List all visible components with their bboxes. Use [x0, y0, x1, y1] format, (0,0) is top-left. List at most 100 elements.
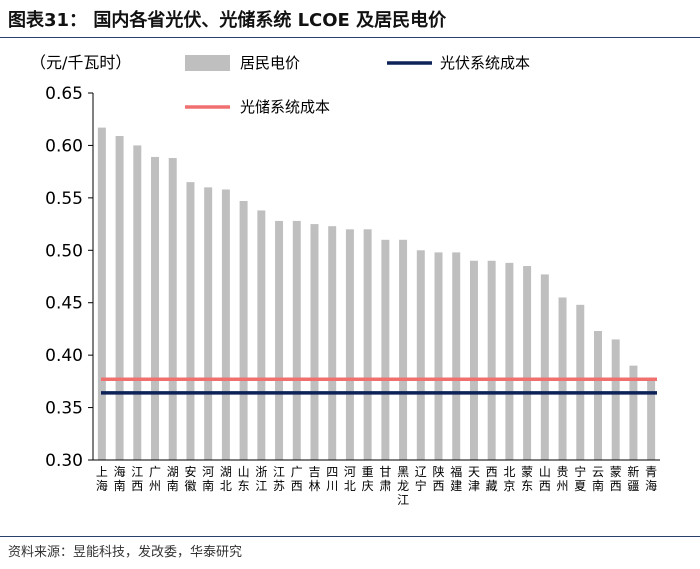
svg-text:云: 云: [592, 465, 604, 479]
svg-text:山: 山: [539, 465, 551, 479]
svg-text:广: 广: [149, 465, 161, 479]
bar: [328, 226, 337, 460]
bar: [540, 274, 549, 460]
x-tick-label: 上海: [96, 465, 108, 493]
bar: [363, 229, 372, 460]
svg-text:重: 重: [362, 465, 374, 479]
svg-text:庆: 庆: [362, 479, 374, 493]
x-tick-label: 广西: [291, 465, 303, 493]
bar: [239, 201, 248, 460]
svg-text:黑: 黑: [397, 465, 409, 479]
x-tick-label: 山东: [238, 465, 250, 493]
svg-text:林: 林: [308, 479, 320, 493]
svg-text:浙: 浙: [255, 465, 267, 479]
x-tick-label: 河南: [202, 465, 214, 493]
svg-text:河: 河: [344, 465, 356, 479]
svg-text:辽: 辽: [415, 465, 427, 479]
svg-text:蒙: 蒙: [610, 465, 622, 479]
svg-text:海: 海: [645, 478, 657, 493]
svg-text:宁: 宁: [415, 478, 427, 493]
y-tick-label: 0.40: [45, 346, 83, 366]
x-tick-label: 广州: [149, 465, 161, 493]
y-tick-label: 0.60: [45, 136, 83, 156]
source-divider: [0, 536, 700, 537]
bar: [523, 266, 532, 460]
bar: [452, 252, 461, 460]
svg-text:夏: 夏: [574, 479, 586, 493]
svg-text:江: 江: [273, 465, 285, 479]
svg-text:南: 南: [202, 478, 214, 493]
bar: [576, 304, 585, 460]
x-tick-label: 四川: [326, 465, 338, 493]
y-tick-label: 0.50: [45, 241, 83, 261]
svg-text:徽: 徽: [184, 478, 196, 493]
x-tick-label: 蒙东: [521, 465, 533, 493]
x-tick-label: 辽宁: [415, 465, 427, 493]
y-tick-label: 0.65: [45, 84, 83, 104]
x-tick-label: 福建: [450, 464, 462, 493]
svg-text:山: 山: [238, 465, 250, 479]
bar: [611, 339, 620, 460]
bar: [469, 260, 478, 460]
svg-text:安: 安: [184, 464, 196, 479]
svg-text:湖: 湖: [167, 464, 179, 479]
svg-text:疆: 疆: [627, 479, 639, 493]
y-tick-label: 0.35: [45, 399, 83, 419]
bar: [97, 127, 106, 461]
x-tick-label: 云南: [592, 465, 604, 493]
svg-text:广: 广: [291, 465, 303, 479]
svg-text:上: 上: [96, 465, 108, 479]
svg-text:北: 北: [220, 479, 232, 493]
svg-text:四: 四: [326, 465, 338, 479]
svg-text:河: 河: [202, 465, 214, 479]
x-tick-label: 江西: [131, 465, 143, 493]
svg-text:西: 西: [539, 479, 551, 493]
x-tick-label: 甘肃: [379, 465, 391, 493]
svg-text:南: 南: [114, 478, 126, 493]
y-tick-label: 0.45: [45, 294, 83, 314]
bar: [505, 262, 514, 460]
legend-label-storage-cost: 光储系统成本: [240, 98, 330, 116]
svg-text:甘: 甘: [379, 465, 391, 479]
x-tick-label: 陕西: [433, 464, 445, 493]
svg-text:苏: 苏: [273, 479, 285, 493]
legend-swatch-residential-price: [185, 55, 230, 71]
bar: [133, 145, 142, 460]
bar: [275, 220, 284, 460]
x-tick-label: 宁夏: [574, 464, 586, 493]
svg-text:西: 西: [433, 479, 445, 493]
bar: [257, 210, 266, 460]
chart: 0.300.350.400.450.500.550.600.65上海海南江西广州…: [30, 53, 660, 507]
bar: [399, 239, 408, 460]
svg-text:贵: 贵: [557, 465, 569, 479]
x-tick-label: 天津: [468, 465, 480, 493]
svg-text:州: 州: [557, 479, 569, 493]
legend-label-residential-price: 居民电价: [240, 54, 300, 72]
svg-text:江: 江: [255, 479, 267, 493]
source-note: 资料来源：昱能科技，发改委，华泰研究: [8, 545, 243, 560]
bar: [204, 187, 213, 460]
y-tick-label: 0.30: [45, 451, 83, 471]
bar: [292, 220, 301, 460]
svg-text:西: 西: [131, 479, 143, 493]
bar: [221, 189, 230, 460]
x-tick-label: 西藏: [486, 465, 498, 493]
svg-text:州: 州: [149, 479, 161, 493]
bar: [345, 229, 354, 460]
x-tick-label: 安徽: [184, 464, 196, 493]
svg-text:海: 海: [96, 478, 108, 493]
x-tick-label: 黑龙江: [397, 465, 409, 507]
bar: [629, 365, 638, 460]
svg-text:青: 青: [645, 465, 657, 479]
x-tick-label: 湖南: [167, 464, 179, 493]
svg-text:西: 西: [486, 465, 498, 479]
svg-text:建: 建: [450, 479, 462, 493]
bar: [593, 331, 602, 460]
x-tick-label: 蒙西: [610, 465, 622, 493]
y-tick-label: 0.55: [45, 189, 83, 209]
svg-text:湖: 湖: [220, 464, 232, 479]
svg-text:海: 海: [114, 464, 126, 479]
x-tick-label: 吉林: [308, 465, 320, 493]
svg-text:西: 西: [291, 479, 303, 493]
svg-text:宁: 宁: [574, 464, 586, 479]
